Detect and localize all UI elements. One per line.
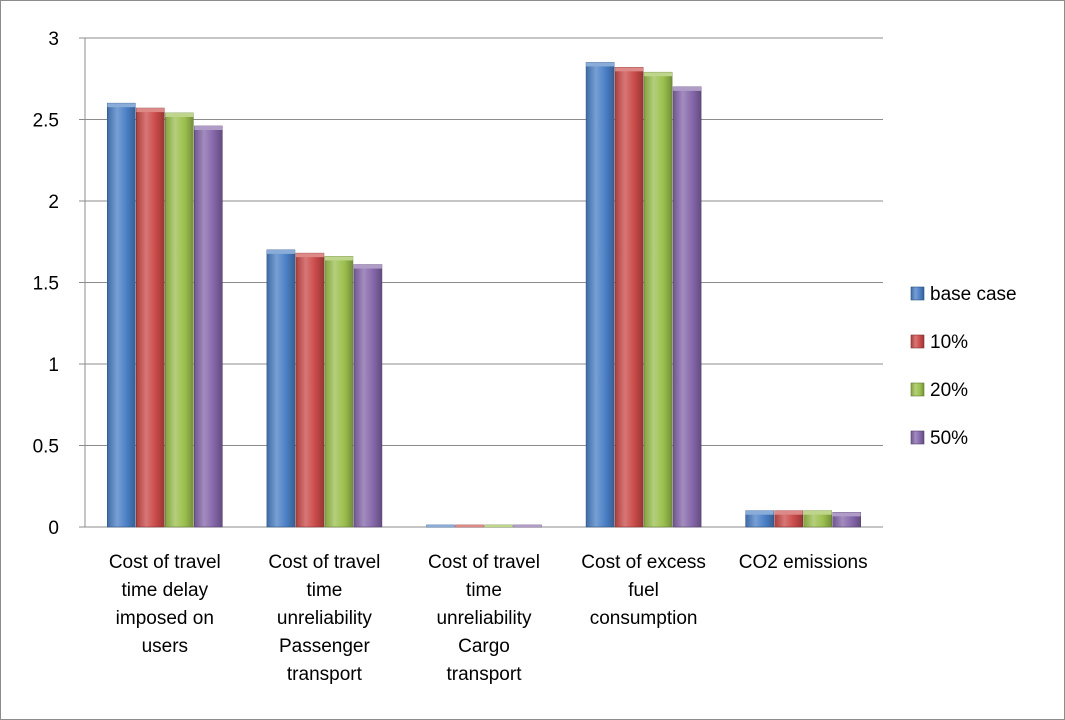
legend-swatch xyxy=(910,286,925,301)
legend-label: 20% xyxy=(930,380,968,401)
legend-label: 10% xyxy=(930,332,968,353)
bar-cap xyxy=(455,525,484,527)
x-tick-label: Cost of excess xyxy=(581,552,706,573)
bar-cap xyxy=(745,510,774,515)
x-tick-label: imposed on xyxy=(116,608,214,629)
legend-label: 50% xyxy=(930,428,968,449)
x-tick-label: CO2 emissions xyxy=(739,552,868,573)
bar-cap xyxy=(832,512,861,517)
bar-cap xyxy=(266,249,295,254)
x-tick-label: transport xyxy=(447,664,523,685)
bar xyxy=(324,256,354,528)
bar-cap xyxy=(165,112,194,117)
bar xyxy=(194,125,223,528)
bar-cap xyxy=(107,103,136,108)
axes: 0 0.5 1 1.5 2 2.5 3 xyxy=(33,29,883,539)
bar xyxy=(165,112,194,528)
category-labels: Cost of travel time delay imposed on users C… xyxy=(109,552,868,685)
bar-cap xyxy=(673,86,702,91)
bar-cap xyxy=(353,264,382,269)
y-tick-label: 3 xyxy=(48,29,59,50)
bar xyxy=(643,71,673,528)
legend-swatch xyxy=(910,334,925,349)
bar xyxy=(614,67,644,528)
bar-cap xyxy=(324,256,353,261)
bar xyxy=(107,102,136,528)
bar-cap xyxy=(803,510,832,515)
bar-cap xyxy=(194,126,223,131)
bar-cap xyxy=(426,525,455,527)
y-tick-label: 1.5 xyxy=(33,274,59,295)
y-tick-label: 2 xyxy=(48,192,59,213)
x-tick-label: fuel xyxy=(628,580,659,601)
x-tick-label: Cost of travel xyxy=(428,552,540,573)
x-tick-label: unreliability xyxy=(436,608,532,629)
y-tick-label: 0 xyxy=(48,518,59,539)
legend: base case 10% 20% 50% xyxy=(910,284,1017,449)
legend-label: base case xyxy=(930,284,1017,305)
bar xyxy=(295,252,325,528)
bar xyxy=(353,264,383,528)
bar xyxy=(585,62,615,528)
x-tick-label: time xyxy=(306,580,342,601)
x-tick-label: Passenger xyxy=(279,636,371,657)
bar-cap xyxy=(615,67,644,72)
x-tick-label: Cost of travel xyxy=(268,552,380,573)
bar xyxy=(136,107,165,528)
bar xyxy=(672,86,702,528)
x-tick-label: transport xyxy=(287,664,363,685)
bar-cap xyxy=(513,525,542,527)
bar-cap xyxy=(586,62,615,67)
x-tick-label: time delay xyxy=(121,580,208,601)
y-tick-label: 1 xyxy=(48,355,59,376)
y-tick-label: 0.5 xyxy=(33,437,59,458)
x-tick-label: unreliability xyxy=(277,608,373,629)
bar-cap xyxy=(644,72,673,77)
x-tick-label: users xyxy=(142,636,188,657)
bar-cap xyxy=(295,253,324,258)
bars xyxy=(107,62,862,528)
legend-swatch xyxy=(910,430,925,445)
x-tick-label: time xyxy=(466,580,502,601)
bar-cap xyxy=(484,525,513,527)
bar-cap xyxy=(774,510,803,515)
x-tick-label: consumption xyxy=(590,608,698,629)
bar-cap xyxy=(136,108,165,113)
x-tick-label: Cargo xyxy=(458,636,510,657)
legend-swatch xyxy=(910,382,925,397)
x-tick-label: Cost of travel xyxy=(109,552,221,573)
y-tick-label: 2.5 xyxy=(33,111,59,132)
bar xyxy=(266,249,296,528)
